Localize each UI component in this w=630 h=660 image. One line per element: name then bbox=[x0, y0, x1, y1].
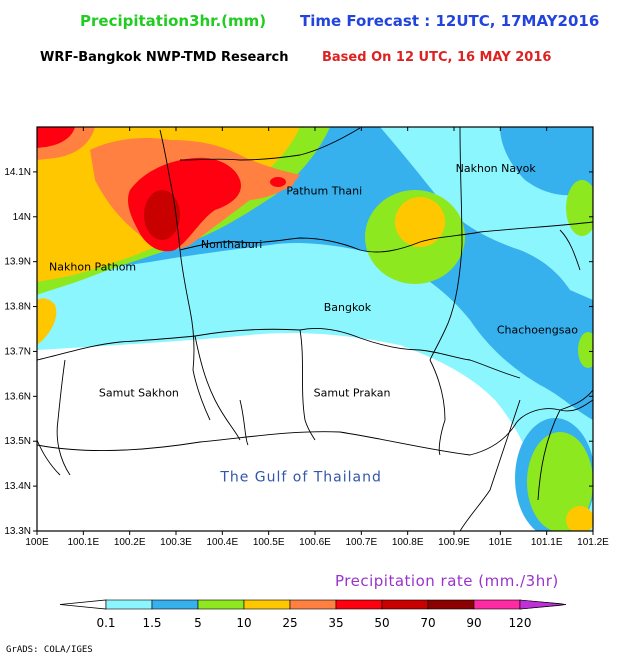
colorbar-bin bbox=[243, 599, 291, 610]
lon-tick-label: 100.8E bbox=[392, 537, 424, 548]
lat-tick-label: 13.7N bbox=[4, 346, 31, 357]
lon-tick-label: 100.7E bbox=[345, 537, 377, 548]
legend-title: Precipitation rate (mm./3hr) bbox=[335, 572, 559, 590]
base-time: Based On 12 UTC, 16 MAY 2016 bbox=[322, 50, 552, 65]
colorbar-bin bbox=[105, 599, 153, 610]
lon-tick-label: 100.4E bbox=[206, 537, 238, 548]
place-label: Bangkok bbox=[324, 301, 372, 314]
colorbar-bin bbox=[335, 599, 383, 610]
lon-tick-label: 100.1E bbox=[67, 537, 99, 548]
colorbar-label: 90 bbox=[466, 616, 481, 630]
lat-tick-label: 13.4N bbox=[4, 481, 31, 492]
place-label: Nonthaburi bbox=[201, 238, 263, 251]
lon-tick-label: 100.2E bbox=[114, 537, 146, 548]
colorbar-label: 70 bbox=[420, 616, 435, 630]
colorbar-bin bbox=[427, 599, 475, 610]
colorbar-label: 50 bbox=[374, 616, 389, 630]
lon-tick-label: 100.6E bbox=[299, 537, 331, 548]
colorbar-label: 1.5 bbox=[142, 616, 161, 630]
lat-tick-label: 13.8N bbox=[4, 302, 31, 313]
colorbar-label: 120 bbox=[509, 616, 532, 630]
colorbar-bin bbox=[289, 599, 337, 610]
place-label: Nakhon Nayok bbox=[456, 162, 537, 175]
lon-tick-label: 100.9E bbox=[438, 537, 470, 548]
colorbar-label: 5 bbox=[194, 616, 202, 630]
lon-tick-label: 100E bbox=[25, 537, 49, 548]
colorbar: 0.1 1.5 5 10 25 35 50 70 90 120 bbox=[59, 599, 567, 630]
place-label: Samut Sakhon bbox=[99, 386, 179, 399]
place-label: Samut Prakan bbox=[314, 386, 391, 399]
lon-tick-label: 101E bbox=[489, 537, 513, 548]
credit-text: GrADS: COLA/IGES bbox=[6, 645, 93, 655]
lon-tick-label: 100.5E bbox=[253, 537, 285, 548]
colorbar-label: 10 bbox=[236, 616, 251, 630]
lat-tick-label: 13.5N bbox=[4, 436, 31, 447]
colorbar-max-tip bbox=[519, 599, 567, 610]
gulf-label: The Gulf of Thailand bbox=[219, 470, 382, 486]
precipitation-field bbox=[37, 127, 593, 531]
lon-tick-label: 101.1E bbox=[531, 537, 563, 548]
lat-tick-label: 13.3N bbox=[4, 526, 31, 537]
province-boundaries bbox=[37, 127, 593, 531]
latitude-axis: 14.1N 14N 13.9N 13.8N 13.7N 13.6N 13.5N 13.4N 13… bbox=[4, 167, 593, 537]
colorbar-bin bbox=[197, 599, 245, 610]
lon-tick-label: 100.3E bbox=[160, 537, 192, 548]
colorbar-label: 0.1 bbox=[96, 616, 115, 630]
colorbar-label: 25 bbox=[282, 616, 297, 630]
map-title: Precipitation3hr.(mm) bbox=[80, 12, 267, 30]
place-label: Chachoengsao bbox=[497, 323, 578, 336]
colorbar-bin bbox=[151, 599, 199, 610]
longitude-axis: 100E 100.1E 100.2E 100.3E 100.4E 100.5E 100.6E… bbox=[25, 127, 609, 548]
lat-tick-label: 13.6N bbox=[4, 391, 31, 402]
model-name: WRF-Bangkok NWP-TMD Research bbox=[40, 50, 289, 65]
lat-tick-label: 13.9N bbox=[4, 257, 31, 268]
lon-tick-label: 101.2E bbox=[577, 537, 609, 548]
place-label: Nakhon Pathom bbox=[49, 261, 136, 274]
forecast-time: Time Forecast : 12UTC, 17MAY2016 bbox=[300, 12, 600, 30]
lat-tick-label: 14.1N bbox=[4, 167, 31, 178]
lat-tick-label: 14N bbox=[13, 212, 31, 223]
place-labels: Nakhon Nayok Pathum Thani Nonthaburi Nakhon… bbox=[49, 162, 578, 399]
colorbar-bin bbox=[473, 599, 521, 610]
colorbar-label: 35 bbox=[328, 616, 343, 630]
colorbar-min-arrow bbox=[59, 599, 107, 610]
colorbar-bin bbox=[381, 599, 429, 610]
place-label: Pathum Thani bbox=[286, 184, 362, 197]
